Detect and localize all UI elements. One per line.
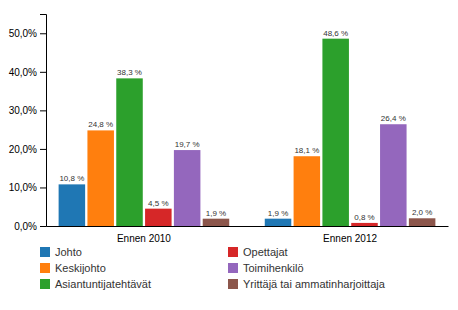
legend-swatch: [228, 247, 238, 257]
bar: [174, 150, 201, 226]
x-tick: Ennen 2012: [323, 233, 377, 244]
legend-swatch: [40, 247, 50, 257]
data-label: 48,6 %: [323, 29, 348, 38]
y-tick-label: 30,0%: [9, 105, 37, 116]
y-tick-mark: [40, 187, 46, 188]
bar: [380, 124, 407, 226]
x-tick-label: Ennen 2010: [117, 233, 171, 244]
data-label: 38,3 %: [117, 68, 142, 77]
legend-item: Keskijohto: [40, 262, 106, 274]
legend-item: Asiantuntijatehtävät: [40, 278, 151, 290]
bar: [87, 130, 114, 226]
x-tick-label: Ennen 2012: [323, 233, 377, 244]
legend-swatch: [40, 263, 50, 273]
data-label: 26,4 %: [381, 114, 406, 123]
data-label: 2,0 %: [412, 208, 432, 217]
legend-item: Johto: [40, 246, 82, 258]
y-tick-label: 0,0%: [14, 221, 37, 232]
plot: 0,0%10,0%20,0%30,0%40,0%50,0%Ennen 2010E…: [9, 15, 449, 245]
bar: [203, 219, 230, 226]
legend-item: Yrittäjä tai ammatinharjoittaja: [228, 278, 386, 290]
bar: [294, 156, 321, 226]
bar: [59, 184, 86, 226]
y-tick-mark: [40, 110, 46, 111]
y-tick: 30,0%: [9, 105, 46, 116]
bar: [322, 39, 349, 226]
chart: 0,0%10,0%20,0%30,0%40,0%50,0%Ennen 2010E…: [0, 0, 458, 310]
data-label: 19,7 %: [175, 140, 200, 149]
data-label: 18,1 %: [294, 146, 319, 155]
y-tick: 10,0%: [9, 182, 46, 193]
y-tick-mark: [40, 33, 46, 34]
data-label: 0,8 %: [354, 213, 374, 222]
y-tick: 20,0%: [9, 144, 46, 155]
bar: [409, 218, 436, 226]
y-tick-mark: [40, 72, 46, 73]
legend-label: Toimihenkilö: [243, 262, 304, 274]
x-tick: Ennen 2010: [117, 233, 171, 244]
y-axis-line: [40, 15, 47, 227]
y-tick: 40,0%: [9, 67, 46, 78]
data-label: 10,8 %: [59, 174, 84, 183]
data-label: 24,8 %: [88, 120, 113, 129]
bar: [265, 219, 292, 226]
legend-swatch: [228, 263, 238, 273]
data-label: 4,5 %: [148, 199, 168, 208]
bar: [351, 223, 378, 226]
legend-item: Toimihenkilö: [228, 262, 304, 274]
data-label: 1,9 %: [206, 209, 226, 218]
data-labels: 10,8 % 1,9 % 24,8 % 18,1 % 38,3 % 48,6 % 4,5 %…: [59, 29, 432, 222]
y-tick-label: 10,0%: [9, 182, 37, 193]
legend-label: Yrittäjä tai ammatinharjoittaja: [243, 278, 386, 290]
y-tick: 50,0%: [9, 28, 46, 39]
y-tick-label: 50,0%: [9, 28, 37, 39]
x-axis: Ennen 2010 Ennen 2012: [47, 227, 449, 245]
legend-item: Opettajat: [228, 246, 288, 258]
legend-swatch: [40, 279, 50, 289]
legend: Johto Keskijohto Asiantuntijatehtävät Opett…: [40, 246, 386, 290]
y-tick-label: 40,0%: [9, 67, 37, 78]
legend-label: Johto: [55, 246, 82, 258]
x-axis-line: [47, 226, 449, 227]
legend-swatch: [228, 279, 238, 289]
y-tick: 0,0%: [14, 221, 46, 232]
y-tick-label: 20,0%: [9, 144, 37, 155]
y-axis: 0,0% 10,0% 20,0% 30,0% 40,0% 50,0%: [9, 15, 47, 232]
data-label: 1,9 %: [268, 209, 288, 218]
legend-label: Opettajat: [243, 246, 288, 258]
bar: [145, 209, 172, 226]
bars: [59, 39, 436, 226]
bar: [116, 78, 143, 226]
y-tick-mark: [40, 226, 46, 227]
legend-label: Keskijohto: [55, 262, 106, 274]
y-tick-mark: [40, 149, 46, 150]
legend-label: Asiantuntijatehtävät: [55, 278, 151, 290]
